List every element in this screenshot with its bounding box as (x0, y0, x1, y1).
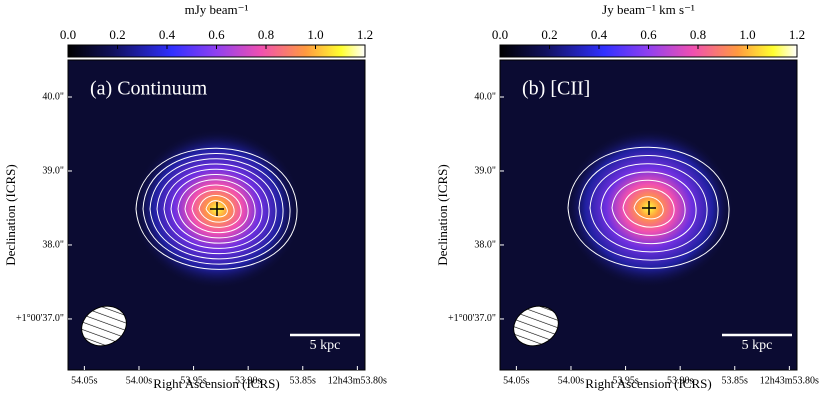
beam (81, 305, 127, 347)
y-axis-label: Declination (ICRS) (3, 164, 18, 265)
colorbar-tick-label: 0.6 (640, 27, 657, 42)
y-tick-label: +1°00'37.0" (448, 313, 496, 324)
x-tick-label: 54.00s (558, 375, 585, 386)
contour (600, 171, 697, 245)
x-tick-label: 53.85s (290, 375, 317, 386)
colorbar-tick-label: 1.0 (739, 27, 755, 42)
colorbar-tick-label: 1.2 (357, 27, 373, 42)
y-tick-label: 39.0" (42, 165, 64, 176)
y-tick-label: 39.0" (474, 165, 496, 176)
contour (177, 179, 256, 239)
x-tick-label: 53.85s (722, 375, 749, 386)
x-axis-label: Right Ascension (ICRS) (153, 376, 279, 391)
contour (633, 196, 664, 220)
contour (170, 174, 263, 244)
y-tick-label: 40.0" (474, 91, 496, 102)
colorbar-tick-label: 0.4 (159, 27, 176, 42)
colorbar-tick-label: 0.0 (492, 27, 508, 42)
colorbar-tick-label: 0.2 (109, 27, 125, 42)
panel: 5 kpc (b) [CII] 0.0 0.2 0.4 0.6 0.8 1.0 1.2 Jy be… (435, 2, 819, 391)
contour (567, 146, 730, 269)
x-tick-label: 12h43m53.80s (760, 375, 819, 386)
y-tick-label: +1°00'37.0" (16, 313, 64, 324)
y-tick-label: 38.0" (474, 239, 496, 250)
contour (611, 179, 686, 236)
colorbar-tick-label: 0.4 (591, 27, 608, 42)
x-tick-label: 54.05s (503, 375, 530, 386)
cross (642, 201, 656, 215)
contour (163, 168, 270, 249)
colorbar-tick-label: 1.0 (307, 27, 323, 42)
frame (499, 59, 798, 371)
contour (142, 153, 291, 265)
colorbar-label: mJy beam⁻¹ (185, 2, 249, 17)
y-tick-label: 38.0" (42, 239, 64, 250)
x-tick-label: 53.95s (180, 375, 207, 386)
frame (67, 59, 366, 371)
x-tick-label: 53.95s (612, 375, 639, 386)
contour (578, 155, 719, 261)
colorbar-tick-label: 1.2 (789, 27, 805, 42)
contour (191, 189, 242, 228)
contour (198, 195, 235, 223)
contour (135, 147, 298, 270)
panel-label: (a) Continuum (90, 78, 208, 100)
colorbar-tick-label: 0.0 (60, 27, 76, 42)
colorbar-tick-label: 0.8 (258, 27, 274, 42)
contour (184, 184, 249, 234)
x-tick-label: 12h43m53.80s (328, 375, 387, 386)
y-tick-label: 40.0" (42, 91, 64, 102)
x-tick-label: 53.90s (235, 375, 262, 386)
x-tick-label: 54.05s (71, 375, 98, 386)
scale-bar-label: 5 kpc (310, 338, 341, 353)
panel-label: (b) [CII] (522, 78, 590, 100)
scale-bar-label: 5 kpc (742, 338, 773, 353)
x-tick-label: 53.90s (667, 375, 694, 386)
panel: 5 kpc (a) Continuum 0.0 0.2 0.4 0.6 0.8 1.0 1.2 m… (3, 2, 387, 391)
y-axis-label: Declination (ICRS) (435, 164, 450, 265)
colorbar-tick-label: 0.8 (690, 27, 706, 42)
contour (589, 163, 708, 253)
colorbar-tick-label: 0.2 (541, 27, 557, 42)
colorbar-tick-label: 0.6 (208, 27, 225, 42)
contour (156, 163, 277, 255)
contour (205, 200, 228, 218)
colorbar-label: Jy beam⁻¹ km s⁻¹ (602, 2, 695, 17)
x-tick-label: 54.00s (126, 375, 153, 386)
contour (622, 188, 675, 228)
cross (210, 202, 224, 216)
contour (149, 158, 284, 260)
x-axis-label: Right Ascension (ICRS) (585, 376, 711, 391)
beam (513, 305, 559, 347)
